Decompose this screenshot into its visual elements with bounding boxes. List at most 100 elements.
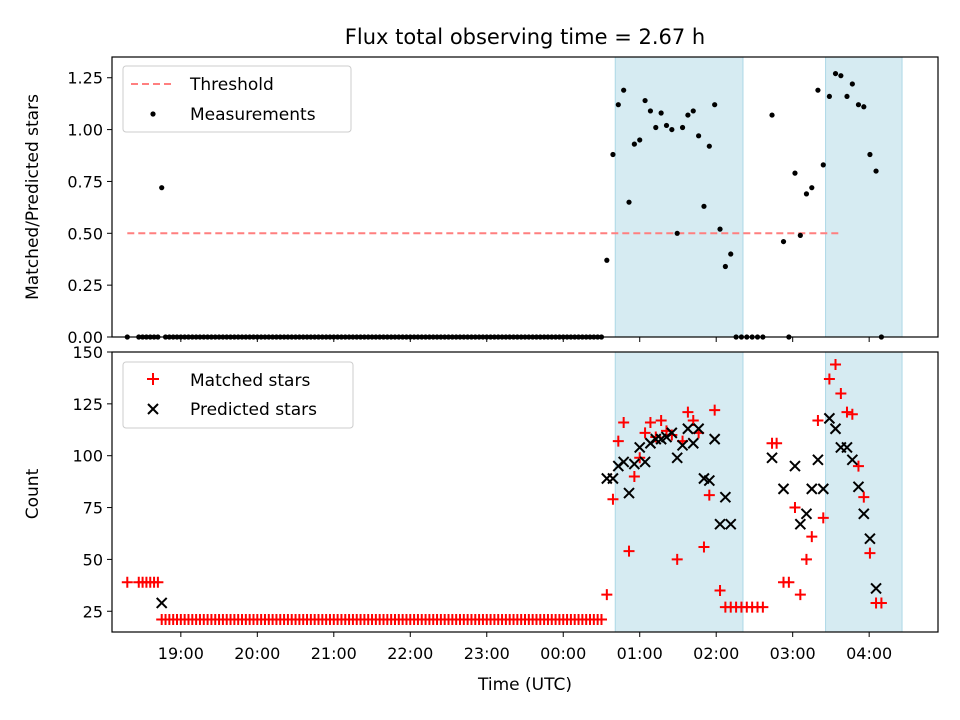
matched-stars-point <box>595 614 607 626</box>
matched-stars-point <box>800 553 812 565</box>
predicted-stars-point <box>666 427 678 439</box>
measurements-point <box>769 112 775 118</box>
x-tick-label: 22:00 <box>387 644 433 663</box>
x-tick-label: 21:00 <box>311 644 357 663</box>
measurements-point <box>159 185 165 191</box>
measurements-point <box>658 110 664 116</box>
legend-predicted-label: Predicted stars <box>190 400 317 420</box>
legend-threshold-label: Threshold <box>189 75 274 95</box>
bottom-series <box>121 358 887 626</box>
top-legend: Threshold Measurements <box>122 65 352 133</box>
y-tick-label: 1.00 <box>67 121 103 140</box>
matched-stars-point <box>152 576 164 588</box>
measurements-point <box>674 230 680 236</box>
predicted-stars-point <box>634 441 646 454</box>
predicted-stars-point <box>708 433 721 445</box>
predicted-stars-point <box>852 481 865 493</box>
predicted-stars-point <box>156 597 168 609</box>
x-tick-label: 20:00 <box>234 644 280 663</box>
predicted-stars-point <box>676 439 689 452</box>
bottom-x-axis-ticks: 19:00 20:00 21:00 22:00 23:00 00:00 01:00 02:00… <box>158 632 892 663</box>
matched-stars-point <box>709 404 721 416</box>
x-tick-label: 00:00 <box>540 644 586 663</box>
matched-stars-point <box>698 541 710 553</box>
x-tick-label: 23:00 <box>464 644 510 663</box>
matched-stars-point <box>623 545 635 557</box>
bottom-panel: 25 50 75 100 125 150 19:00 20:00 21:00 22:00 23:0… <box>23 343 939 695</box>
predicted-stars-point <box>841 441 853 454</box>
matched-stars-point <box>812 414 824 426</box>
matched-stars-point <box>714 585 726 597</box>
measurements-point <box>604 257 610 263</box>
matched-stars-point <box>864 547 876 559</box>
matched-stars-point <box>817 512 829 524</box>
measurements-point <box>706 143 712 149</box>
measurements-point <box>849 81 855 87</box>
measurements-point <box>610 151 616 158</box>
predicted-stars-point <box>607 472 619 485</box>
predicted-stars-point <box>617 456 630 468</box>
matched-stars-point <box>771 437 783 449</box>
legend-predicted-swatch <box>147 403 159 415</box>
top-panel: 0.00 0.25 0.50 0.75 1.00 1.25 Matched/Predict… <box>23 56 939 347</box>
measurements-point <box>844 93 850 100</box>
y-tick-label: 150 <box>72 343 103 362</box>
x-tick-label: 01:00 <box>617 644 663 663</box>
top-legend-box <box>122 65 352 133</box>
y-tick-label: 0.75 <box>67 172 103 191</box>
top-shaded-intervals <box>614 56 903 338</box>
top-y-axis-ticks: 0.00 0.25 0.50 0.75 1.00 1.25 <box>67 69 112 347</box>
matched-stars-point <box>671 553 683 565</box>
measurements-point <box>647 108 654 114</box>
predicted-stars-point <box>823 412 836 425</box>
predicted-stars-point <box>766 452 778 464</box>
x-axis-label: Time (UTC) <box>477 675 572 695</box>
y-tick-label: 75 <box>83 499 103 518</box>
measurements-point <box>637 137 643 143</box>
predicted-stars-point <box>789 460 801 472</box>
matched-stars-point <box>655 414 667 426</box>
matched-stars-point <box>121 576 133 588</box>
matched-stars-point <box>607 493 619 505</box>
measurements-point <box>679 124 686 131</box>
top-axes-frame <box>111 56 939 338</box>
predicted-stars-point <box>800 508 813 520</box>
matched-stars-point <box>852 460 864 472</box>
matched-stars-point <box>846 408 858 420</box>
top-x-axis-ticks <box>180 337 870 342</box>
measurements-series <box>124 70 885 340</box>
predicted-stars-point <box>682 423 694 435</box>
legend-matched-label: Matched stars <box>190 371 310 391</box>
matched-stars-point <box>830 358 842 370</box>
measurements-point <box>797 232 803 238</box>
y-tick-label: 0.00 <box>67 328 103 347</box>
predicted-stars-point <box>714 518 726 530</box>
measurements-point <box>861 104 867 110</box>
bottom-legend: Matched stars Predicted stars <box>122 361 354 429</box>
y-tick-label: 125 <box>72 395 103 414</box>
measurements-point <box>873 168 879 174</box>
matched-stars-point <box>601 589 613 601</box>
y-tick-label: 25 <box>83 602 103 621</box>
measurements-point <box>780 238 787 245</box>
matched-stars-point <box>628 470 640 482</box>
shaded-interval-1 <box>614 351 744 633</box>
measurements-point <box>717 226 723 232</box>
measurements-point <box>820 162 826 168</box>
predicted-stars-point <box>817 483 829 495</box>
bottom-y-axis-ticks: 25 50 75 100 125 150 <box>72 343 112 621</box>
measurements-point <box>626 199 632 205</box>
x-tick-label: 19:00 <box>158 644 204 663</box>
measurements-point <box>809 185 815 191</box>
matched-stars-point <box>703 489 715 501</box>
top-y-axis-label: Matched/Predicted stars <box>23 94 43 300</box>
matched-stars-point <box>639 427 651 439</box>
predicted-stars-point <box>806 483 818 495</box>
measurements-point <box>712 102 718 108</box>
predicted-stars-point <box>777 483 790 495</box>
matched-stars-point <box>789 502 801 514</box>
x-tick-label: 04:00 <box>846 644 892 663</box>
measurements-point <box>642 97 648 104</box>
matched-stars-point <box>858 491 870 503</box>
predicted-stars-point <box>639 456 651 468</box>
